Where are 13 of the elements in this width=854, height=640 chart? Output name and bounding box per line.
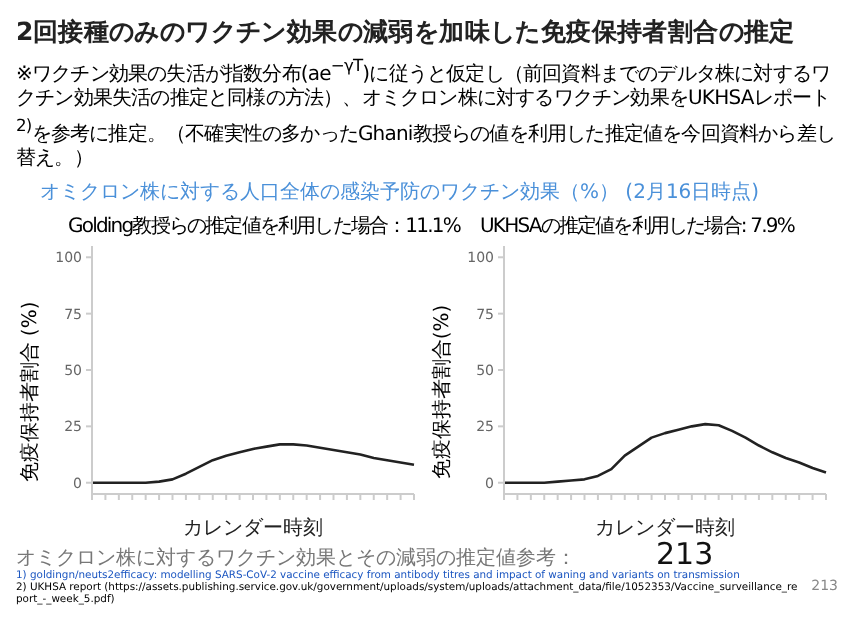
chart-title: UKHSAの推定値を利用した場合: 7.9% — [480, 215, 794, 238]
y-axis-title: 免疫保持者割合 (%) — [20, 300, 42, 482]
text: ※ワクチン効果の失活が指数分布(ae$^{−γT}$)に従うと仮定し（前回資料までのデルタ株に対するワクチン効果失活の推定と同様の方法）、オミクロン株に対するワクチン効果をUKHSAレポート$^{2)}$を参考に推定。（不確実性の多かったGhani教授らの値を利用した推定値を今回資料から差し替え。） — [16, 56, 835, 170]
x-axis-title: カレンダー時刻 — [595, 515, 735, 540]
text: 213 — [656, 535, 714, 572]
text: 2回接種のみのワクチン効果の減弱を加味した免疫保持者割合の推定 — [16, 16, 795, 46]
line-series — [502, 422, 828, 484]
text: オミクロン株に対する人口全体の感染予防のワクチン効果（%） (2月16日時点) — [40, 181, 760, 204]
chart-title: Golding教授らの推定値を利用した場合：11.1% — [68, 215, 460, 238]
x-axis-title: カレンダー時刻 — [183, 515, 323, 540]
line-series — [90, 442, 416, 484]
y-axis-title: 免疫保持者割合(%) — [432, 304, 454, 479]
text: オミクロン株に対するワクチン効果とその減弱の推定値参考： — [16, 547, 576, 570]
